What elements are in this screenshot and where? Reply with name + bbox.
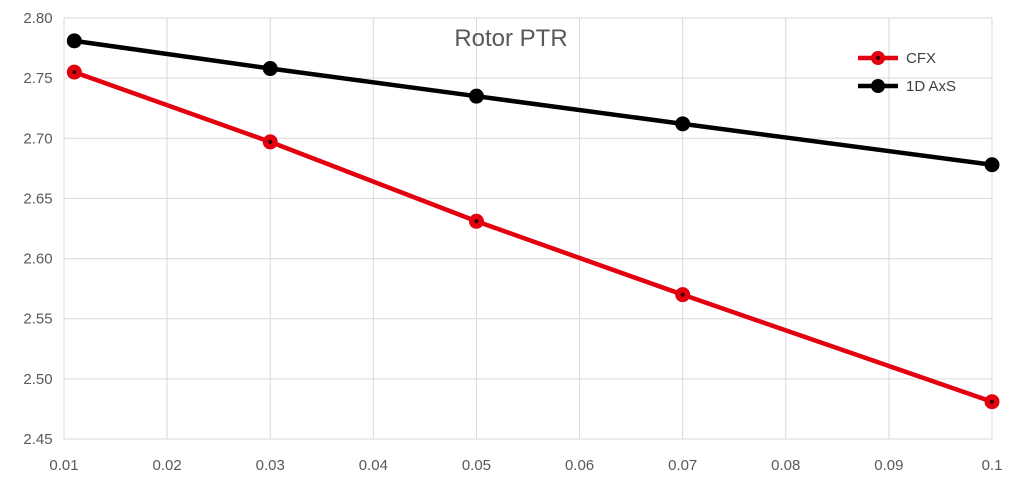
data-point — [984, 157, 1000, 173]
data-point-center — [268, 139, 273, 144]
data-point-center — [680, 292, 685, 297]
data-point — [262, 61, 278, 77]
data-point — [675, 116, 691, 132]
series-layer — [66, 33, 1000, 410]
legend-marker-center — [876, 56, 880, 60]
legend-label: CFX — [906, 50, 936, 67]
y-tick-label: 2.70 — [23, 130, 52, 147]
y-tick-label: 2.50 — [23, 371, 52, 388]
x-tick-label: 0.09 — [874, 457, 903, 474]
x-tick-label: 0.06 — [565, 457, 594, 474]
x-tick-label: 0.04 — [359, 457, 388, 474]
y-tick-label: 2.80 — [23, 10, 52, 27]
data-point — [66, 33, 82, 49]
x-tick-label: 0.03 — [256, 457, 285, 474]
y-tick-label: 2.55 — [23, 311, 52, 328]
legend-label: 1D AxS — [906, 78, 956, 95]
data-point-center — [474, 219, 479, 224]
x-tick-label: 0.05 — [462, 457, 491, 474]
y-tick-label: 2.65 — [23, 190, 52, 207]
series-line-0 — [73, 70, 993, 404]
series-line-1 — [73, 38, 993, 167]
x-tick-label: 0.08 — [771, 457, 800, 474]
chart-title: Rotor PTR — [454, 25, 567, 52]
legend-marker — [871, 79, 885, 93]
y-tick-label: 2.75 — [23, 70, 52, 87]
legend: CFX 1D AxS — [858, 50, 956, 95]
x-tick-label: 0.07 — [668, 457, 697, 474]
grid-lines — [63, 17, 993, 440]
data-point-center — [72, 70, 77, 75]
data-point-center — [990, 399, 994, 404]
y-tick-label: 2.45 — [23, 431, 52, 448]
axes: 2.45 2.50 2.55 2.60 2.65 2.70 2.75 2.80 0.01 0.02… — [23, 10, 1002, 474]
y-tick-label: 2.60 — [23, 251, 52, 268]
x-tick-label: 0.02 — [153, 457, 182, 474]
x-tick-label: 0.1 — [982, 457, 1003, 474]
data-point — [468, 88, 484, 104]
x-tick-label: 0.01 — [49, 457, 78, 474]
